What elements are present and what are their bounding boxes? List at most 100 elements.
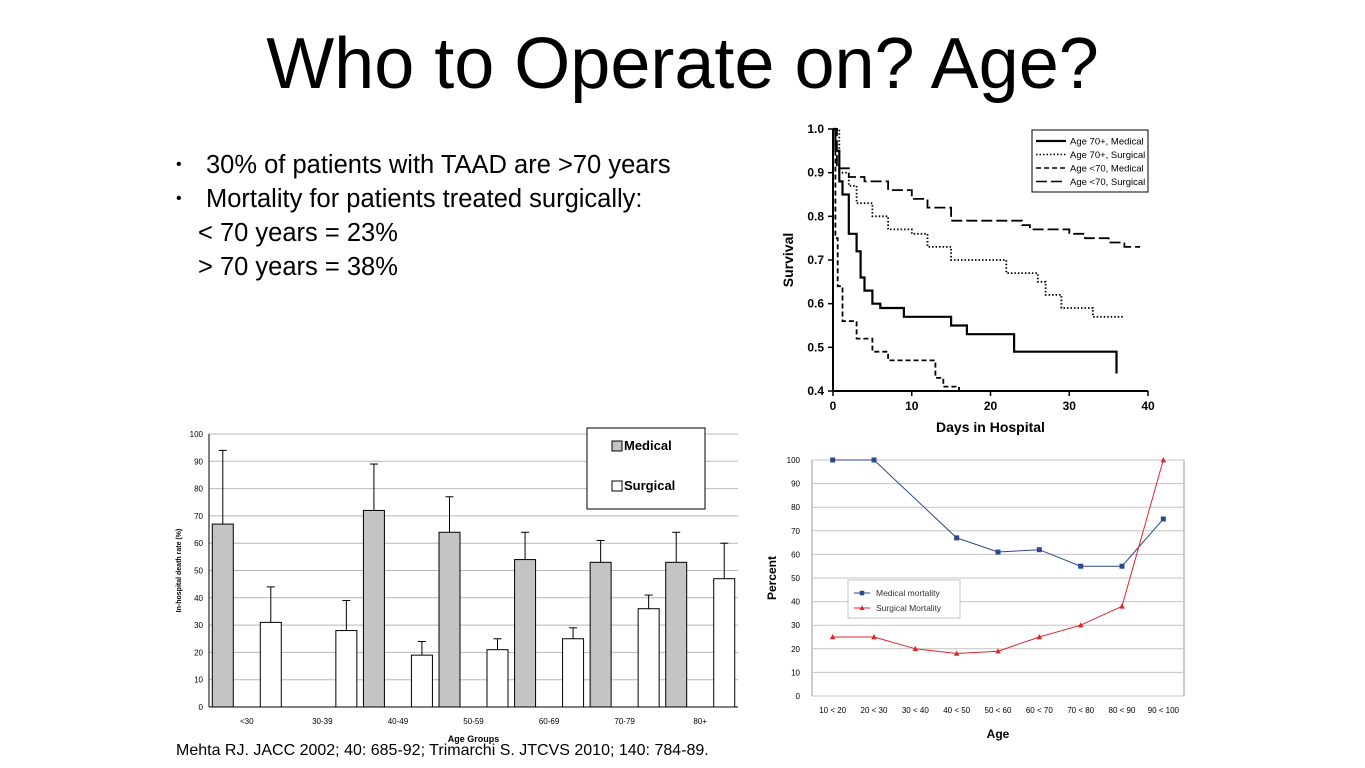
data-point [953, 650, 960, 656]
data-point [859, 605, 865, 610]
x-tick-label: 0 [830, 399, 837, 413]
bar [362, 509, 385, 708]
x-tick-label: 90 < 100 [1148, 706, 1180, 715]
x-tick-label: <30 [240, 717, 254, 726]
bar [211, 523, 234, 708]
y-tick-label: 60 [194, 539, 203, 548]
data-point [954, 535, 960, 541]
legend-label: Age 70+, Surgical [1070, 150, 1145, 161]
legend-label: Surgical Mortality [876, 603, 942, 613]
x-tick-label: 30-39 [312, 717, 333, 726]
y-tick-label: 100 [787, 456, 801, 465]
bar [589, 561, 612, 708]
x-tick-label: 40 [1141, 399, 1155, 413]
data-point [1160, 457, 1167, 463]
data-point [829, 634, 836, 640]
data-point [830, 457, 836, 463]
y-tick-label: 90 [194, 457, 203, 466]
data-point [995, 549, 1001, 555]
x-tick-label: 80+ [693, 717, 707, 726]
data-point [1160, 516, 1166, 522]
bar [486, 649, 509, 708]
y-tick-label: 0.5 [807, 340, 824, 354]
data-point [859, 590, 865, 596]
y-tick-label: 100 [190, 430, 204, 439]
y-tick-label: 80 [791, 503, 800, 512]
y-axis-label: In-hospital death rate (%) [176, 529, 183, 613]
series-line [833, 127, 1118, 374]
x-tick-label: 50 < 60 [985, 706, 1012, 715]
series-line [833, 128, 1141, 248]
y-tick-label: 0 [796, 692, 801, 701]
data-point [871, 457, 877, 463]
y-tick-label: 30 [194, 621, 203, 630]
x-tick-label: 80 < 90 [1109, 706, 1136, 715]
x-axis-label: Age Groups [448, 734, 500, 744]
legend-label: Age <70, Medical [1070, 164, 1144, 175]
citation: Mehta RJ. JACC 2002; 40: 685-92; Trimarc… [176, 742, 709, 759]
series-line [833, 128, 1125, 318]
x-tick-label: 30 [1063, 399, 1077, 413]
legend-swatch [611, 440, 623, 452]
y-tick-label: 0.9 [807, 166, 824, 180]
bar [514, 559, 537, 708]
x-tick-label: 10 [905, 399, 919, 413]
x-tick-label: 70 < 80 [1067, 706, 1094, 715]
legend-label: Medical mortality [876, 588, 941, 598]
y-axis-label: Survival [780, 233, 796, 287]
series-line [832, 459, 1164, 567]
bullet-dot: • [176, 156, 182, 173]
bar [562, 638, 585, 708]
data-point [1077, 622, 1084, 628]
y-axis-label: Percent [765, 556, 779, 600]
x-tick-label: 10 < 20 [819, 706, 846, 715]
y-tick-label: 0.6 [807, 297, 824, 311]
x-tick-label: 30 < 40 [902, 706, 929, 715]
x-axis-label: Age [987, 727, 1010, 741]
bar [335, 630, 358, 708]
bullet-item: • Mortality for patients treated surgical… [168, 182, 671, 216]
y-tick-label: 10 [791, 668, 800, 677]
bullet-subline: < 70 years = 23% [198, 219, 398, 247]
legend-label: Medical [624, 438, 672, 453]
y-tick-label: 40 [194, 594, 203, 603]
legend-box [586, 427, 706, 510]
bar [637, 608, 660, 708]
percent-by-age-chart: 0 10 20 30 40 50 60 70 80 90 100 10 < 20 20 < 30 30 <… [765, 456, 1185, 741]
bullet-list: • 30% of patients with TAAD are >70 years… [168, 148, 671, 284]
y-tick-label: 0.4 [807, 384, 824, 398]
legend-label: Surgical [624, 478, 675, 493]
y-tick-label: 70 [791, 527, 800, 536]
legend-label: Age 70+, Medical [1070, 137, 1144, 148]
x-tick-label: 70-79 [614, 717, 635, 726]
data-point [1119, 603, 1125, 609]
survival-chart: 0.4 0.5 0.6 0.7 0.8 0.9 1.0 0 10 20 30 40 Days in Ho… [780, 122, 1155, 435]
bar [665, 561, 688, 708]
y-tick-label: 0.7 [807, 253, 824, 267]
y-tick-label: 90 [791, 480, 800, 489]
bullet-dot: • [176, 190, 182, 207]
bar [410, 654, 433, 708]
data-point [912, 645, 919, 652]
x-tick-label: 60-69 [539, 717, 560, 726]
x-tick-label: 20 [984, 399, 998, 413]
bullet-item: • 30% of patients with TAAD are >70 years [168, 148, 671, 182]
y-tick-label: 0.8 [807, 209, 824, 223]
death-rate-bar-chart: 0 10 20 30 40 50 60 70 80 90 100 <30 30-39 40-49 50-59… [176, 427, 738, 744]
data-point [995, 648, 1001, 654]
x-tick-label: 50-59 [463, 717, 484, 726]
bullet-text: 30% of patients with TAAD are >70 years [206, 151, 671, 179]
y-tick-label: 50 [194, 567, 203, 576]
bar [713, 578, 736, 708]
legend-label: Age <70, Surgical [1070, 177, 1145, 188]
x-tick-label: 20 < 30 [861, 706, 888, 715]
y-tick-label: 1.0 [807, 122, 824, 136]
data-point [1119, 563, 1125, 569]
y-tick-label: 10 [194, 676, 203, 685]
data-point [1078, 563, 1084, 569]
y-tick-label: 30 [791, 621, 800, 630]
slide-title: Who to Operate on? Age? [266, 24, 1099, 104]
x-tick-label: 60 < 70 [1026, 706, 1053, 715]
data-point [871, 634, 877, 640]
y-tick-label: 20 [194, 648, 203, 657]
